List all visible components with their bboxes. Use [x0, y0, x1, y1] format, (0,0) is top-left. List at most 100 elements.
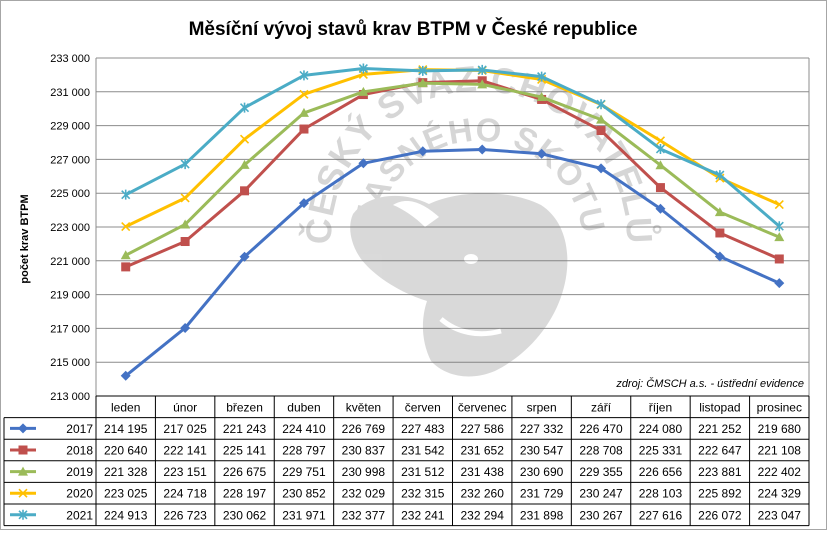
data-point: [655, 136, 666, 146]
cow-head-icon: [350, 193, 568, 377]
data-point: [120, 370, 131, 381]
table-cell: 224 329: [758, 487, 802, 501]
table-cell: 228 708: [579, 444, 623, 458]
table-cell: 222 647: [698, 444, 742, 458]
table-cell: 231 512: [401, 465, 445, 479]
chart-title: Měsíční vývoj stavů krav BTPM v České re…: [189, 18, 638, 40]
data-point: [655, 143, 666, 154]
data-point: [536, 148, 547, 159]
data-point: [596, 114, 607, 124]
table-cell: 226 675: [223, 465, 267, 479]
data-point: [298, 198, 309, 209]
table-cell: 224 913: [104, 508, 148, 522]
table-cell: 232 377: [342, 508, 386, 522]
x-category-label: leden: [111, 400, 140, 414]
data-point: [774, 278, 785, 289]
table-cell: 221 328: [104, 465, 148, 479]
table-cell: 231 971: [282, 508, 326, 522]
data-point: [180, 322, 191, 333]
data-point: [596, 99, 606, 110]
data-point: [121, 189, 131, 200]
table-cell: 226 470: [579, 422, 623, 436]
table-cell: 231 652: [461, 444, 505, 458]
data-point: [239, 134, 250, 144]
table-cell: 231 542: [401, 444, 445, 458]
table-cell: 222 141: [163, 444, 207, 458]
data-point: [239, 102, 250, 113]
data-point: [239, 251, 250, 262]
series-lines: [120, 63, 785, 381]
data-point: [714, 207, 725, 217]
table-cell: 228 103: [639, 487, 683, 501]
x-category-label: duben: [287, 400, 320, 414]
data-point: [596, 163, 607, 174]
table-cell: 232 315: [401, 487, 445, 501]
table-cell: 226 072: [698, 508, 742, 522]
legend-label: 2018: [66, 444, 93, 458]
table-cell: 225 331: [639, 444, 683, 458]
x-category-label: říjen: [649, 400, 672, 414]
data-point: [774, 221, 784, 232]
series-line: [125, 81, 780, 257]
y-tick-label: 231 000: [50, 87, 90, 99]
data-point: [18, 445, 28, 455]
table-cell: 223 881: [698, 465, 742, 479]
table-row-2019: 2019 221 328 223 151 226 675 229 751 230 998 2…: [10, 465, 801, 479]
source-note: zdroj: ČMSCH a.s. - ústřední evidence: [615, 377, 804, 390]
data-point: [298, 107, 309, 117]
x-category-label: září: [591, 400, 612, 414]
data-point: [655, 160, 666, 170]
data-point: [417, 146, 428, 157]
table-cell: 231 898: [520, 508, 564, 522]
data-point: [18, 423, 28, 434]
data-point: [596, 126, 606, 136]
data-point: [714, 251, 725, 262]
table-cell: 222 402: [758, 465, 802, 479]
table-cell: 224 080: [639, 422, 683, 436]
cow-eye-icon: [464, 254, 478, 264]
y-tick-label: 227 000: [50, 154, 90, 166]
data-point: [18, 509, 28, 520]
x-category-label: červen: [405, 400, 441, 414]
y-tick-label: 223 000: [50, 222, 90, 234]
x-category-label: únor: [173, 400, 197, 414]
table-cell: 230 267: [579, 508, 623, 522]
x-category-label: březen: [226, 400, 263, 414]
y-tick-label: 233 000: [50, 53, 90, 65]
cow-mouth-icon: [439, 317, 502, 337]
data-point: [774, 254, 784, 264]
table-cell: 223 025: [104, 487, 148, 501]
table-cell: 224 410: [282, 422, 326, 436]
y-tick-label: 217 000: [50, 323, 90, 335]
table-cell: 220 640: [104, 444, 148, 458]
table-cell: 224 718: [163, 487, 207, 501]
table-cell: 232 294: [461, 508, 505, 522]
table-cell: 228 797: [282, 444, 326, 458]
data-point: [18, 466, 28, 476]
data-point: [537, 71, 547, 82]
table-cell: 225 141: [223, 444, 267, 458]
table-cell: 230 837: [342, 444, 386, 458]
data-point: [417, 78, 428, 88]
data-point: [358, 158, 369, 169]
data-point: [655, 183, 665, 193]
table-cell: 226 656: [639, 465, 683, 479]
series-line: [124, 147, 780, 377]
x-category-label: listopad: [699, 400, 740, 414]
cow-ear-icon: [393, 201, 439, 227]
data-point: [180, 193, 190, 203]
series-2019: [120, 78, 785, 260]
legend-label: 2019: [66, 465, 93, 479]
y-tick-label: 221 000: [50, 256, 90, 268]
data-point: [121, 222, 131, 232]
data-point: [418, 65, 428, 76]
y-tick-label: 219 000: [50, 290, 90, 302]
table-cell: 217 025: [163, 422, 207, 436]
table-cell: 214 195: [104, 422, 148, 436]
data-point: [774, 199, 784, 210]
x-category-label: srpen: [527, 400, 557, 414]
data-point: [299, 70, 309, 81]
data-point: [358, 86, 369, 96]
table-cell: 230 998: [342, 465, 386, 479]
